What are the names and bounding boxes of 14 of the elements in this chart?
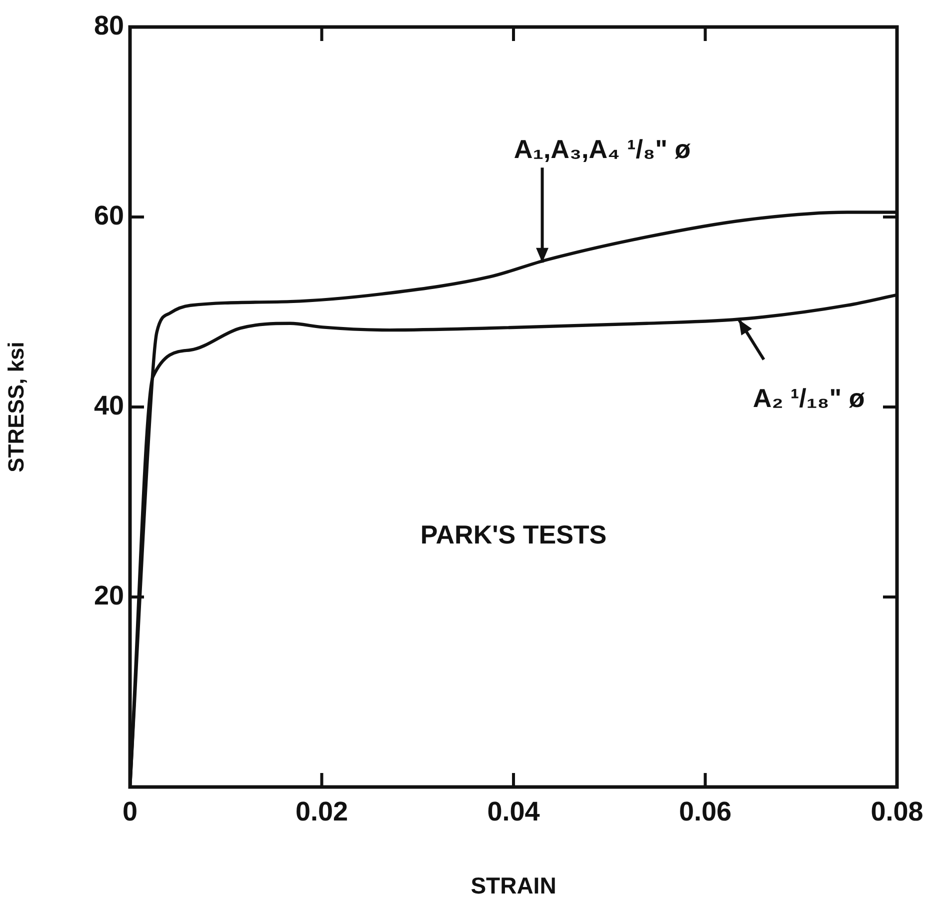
y-tick-label: 40 [94,390,124,420]
y-axis-title: STRESS, ksi [3,342,28,472]
annotation: PARK'S TESTS [420,519,607,550]
x-tick-label: 0 [122,796,138,827]
y-tick-label: 80 [94,10,124,40]
x-tick-label: 0.08 [870,796,924,827]
y-tick-label: 60 [94,200,124,230]
annotation: A₂ ¹/₁₈" ø [752,382,865,413]
x-axis-title: STRAIN [470,872,556,899]
x-tick-label: 0.02 [295,796,348,827]
y-tick-label: 20 [94,580,124,610]
x-tick-label: 0.06 [678,796,732,827]
x-tick-label: 0.04 [487,796,540,827]
annotation: A₁,A₃,A₄ ¹/₈" ø [514,134,691,164]
